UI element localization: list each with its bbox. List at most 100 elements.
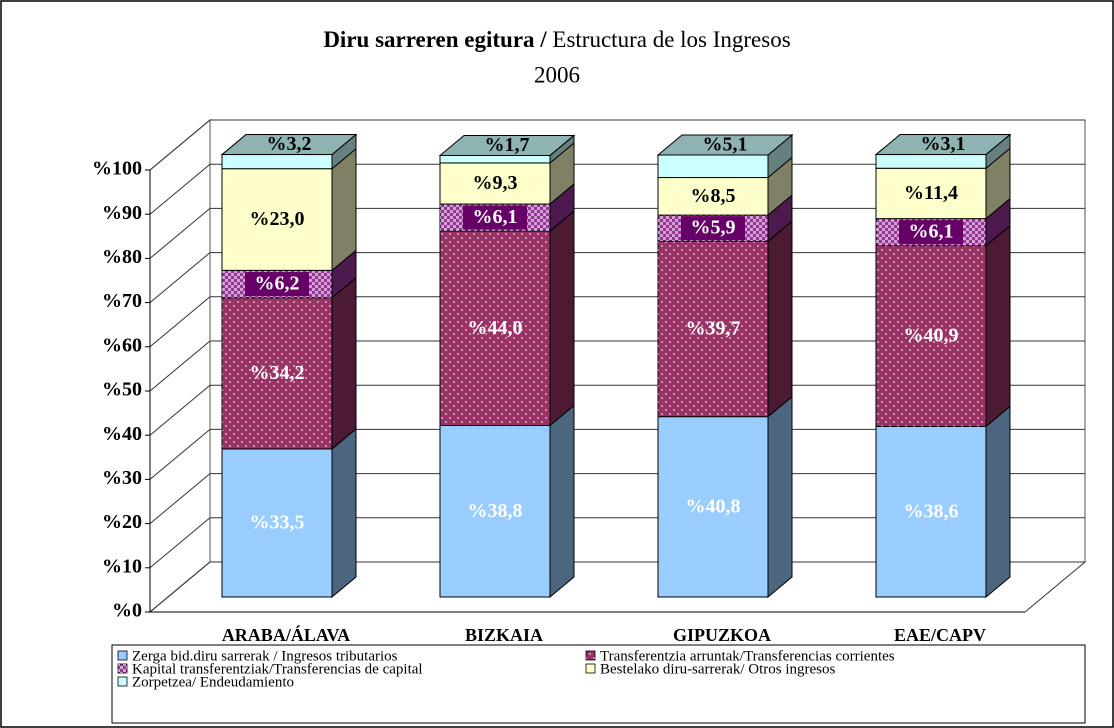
value-label: %40,9 bbox=[904, 325, 959, 347]
grid-line bbox=[149, 473, 1085, 524]
legend-label: Kapital transferentziak/Transferencias d… bbox=[132, 661, 423, 677]
bar-segment bbox=[875, 147, 1011, 220]
legend-swatch bbox=[585, 663, 596, 674]
grid-line bbox=[149, 561, 1085, 613]
bar-segment bbox=[221, 427, 357, 599]
bar-front bbox=[221, 154, 333, 170]
grid-line bbox=[149, 296, 1085, 348]
bar-top bbox=[220, 134, 358, 156]
grid-line bbox=[149, 384, 1085, 436]
bar-segment bbox=[874, 133, 1012, 170]
legend-label: Transferentzia arruntak/Transferencias c… bbox=[600, 648, 895, 664]
bar-pattern bbox=[876, 245, 986, 427]
bar-pattern bbox=[658, 241, 768, 417]
value-label: %34,2 bbox=[250, 362, 305, 384]
bar-segment bbox=[657, 395, 793, 599]
bar-side bbox=[767, 220, 793, 418]
y-tick-label: %60 bbox=[102, 334, 142, 356]
value-label: %3,1 bbox=[921, 133, 966, 155]
bar-segment bbox=[875, 224, 1011, 428]
bar-segment bbox=[657, 220, 793, 418]
label-box bbox=[681, 216, 745, 241]
bar-front bbox=[875, 154, 987, 169]
bar-front bbox=[439, 154, 551, 164]
title-es: Estructura de los Ingresos bbox=[552, 27, 790, 52]
bar-side bbox=[985, 405, 1011, 599]
legend-label: Zerga bid.diru sarrerak / Ingresos tribu… bbox=[132, 648, 398, 664]
chart-subtitle: 2006 bbox=[534, 62, 580, 87]
bar-segment bbox=[439, 209, 575, 427]
bar-pattern bbox=[440, 231, 550, 426]
bar-segment bbox=[220, 133, 358, 170]
bar-front bbox=[221, 448, 333, 598]
x-tick-label: BIZKAIA bbox=[465, 625, 543, 645]
value-label: %9,3 bbox=[473, 172, 518, 194]
legend-label: Zorpetzea/ Endeudamiento bbox=[132, 674, 294, 690]
grid-line bbox=[149, 428, 1085, 480]
bar-segment bbox=[221, 147, 357, 272]
value-label: %40,8 bbox=[686, 495, 741, 517]
legend-swatch bbox=[117, 650, 128, 661]
grid-line bbox=[149, 252, 1085, 303]
value-label: %6,1 bbox=[909, 221, 954, 243]
bar-top bbox=[438, 134, 576, 156]
y-tick-label: %80 bbox=[102, 246, 142, 268]
y-tick-label: %20 bbox=[102, 511, 142, 533]
bar-top bbox=[874, 134, 1012, 156]
value-label: %38,6 bbox=[904, 500, 959, 522]
y-tick-label: %90 bbox=[102, 202, 142, 224]
y-tick-label: %70 bbox=[102, 290, 142, 312]
value-label: %8,5 bbox=[691, 185, 736, 207]
label-box bbox=[463, 205, 527, 230]
bar-side bbox=[331, 276, 357, 450]
bar-segment bbox=[438, 134, 576, 165]
value-label: %1,7 bbox=[485, 134, 530, 156]
x-tick-label: GIPUZKOA bbox=[673, 625, 771, 645]
bar-side bbox=[331, 147, 357, 272]
legend-label: Bestelako diru-sarrerak/ Otros ingresos bbox=[600, 661, 836, 677]
legend-box bbox=[111, 644, 1086, 724]
y-tick-label: %40 bbox=[102, 423, 142, 445]
grid-line bbox=[149, 340, 1085, 392]
bar-segment bbox=[656, 133, 794, 179]
label-box bbox=[245, 272, 309, 297]
legend-swatch bbox=[117, 676, 128, 687]
value-label: %39,7 bbox=[686, 318, 741, 340]
value-label: %44,0 bbox=[468, 317, 523, 339]
legend-pattern bbox=[118, 664, 127, 673]
grid-line bbox=[149, 207, 1085, 259]
grid-line bbox=[149, 163, 1085, 215]
title-eu: Diru sarreren egitura / bbox=[323, 27, 547, 52]
bar-segment bbox=[439, 404, 575, 599]
value-label: %6,1 bbox=[473, 206, 518, 228]
bar-top bbox=[656, 134, 794, 156]
bar-front bbox=[657, 154, 769, 179]
grid-line bbox=[149, 517, 1085, 569]
y-tick-label: %50 bbox=[102, 379, 142, 401]
bar-side bbox=[767, 395, 793, 599]
bar-front bbox=[221, 168, 333, 271]
value-label: %11,4 bbox=[904, 182, 958, 204]
value-label: %23,0 bbox=[250, 208, 305, 230]
value-label: %5,9 bbox=[691, 217, 736, 239]
bar-pattern bbox=[222, 297, 332, 449]
value-label: %33,5 bbox=[250, 512, 305, 534]
bar-segment bbox=[657, 156, 793, 217]
bar-front bbox=[657, 177, 769, 216]
label-box bbox=[899, 220, 963, 245]
bar-side bbox=[331, 427, 357, 599]
x-tick-label: EAE/CAPV bbox=[894, 625, 986, 645]
legend-pattern bbox=[586, 651, 595, 660]
bar-side bbox=[549, 404, 575, 599]
value-label: %38,8 bbox=[468, 500, 523, 522]
grid-line bbox=[149, 119, 1085, 171]
bar-front bbox=[875, 425, 987, 598]
y-tick-label: %30 bbox=[102, 467, 142, 489]
value-label: %3,2 bbox=[267, 133, 312, 155]
value-label: %6,2 bbox=[255, 273, 300, 295]
y-tick-label: %10 bbox=[102, 555, 142, 577]
bar-segment bbox=[221, 276, 357, 450]
y-tick-label: %0 bbox=[112, 600, 142, 622]
bar-segment bbox=[875, 405, 1011, 599]
bar-side bbox=[985, 224, 1011, 428]
